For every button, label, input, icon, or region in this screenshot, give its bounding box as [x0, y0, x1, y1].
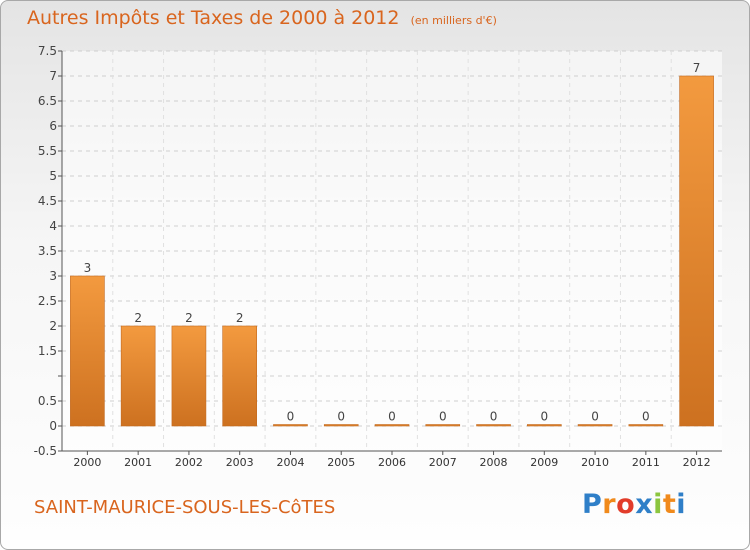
y-tick-label: 7 [49, 69, 57, 83]
bar-2009 [527, 424, 562, 427]
x-tick-label: 2000 [73, 456, 101, 469]
data-label-2003: 2 [236, 311, 244, 325]
bar-2002 [171, 325, 207, 427]
x-tick-label: 2012 [683, 456, 711, 469]
proxiti-logo: Proxiti [582, 489, 686, 520]
y-tick-label: 6 [49, 119, 57, 133]
data-label-2011: 0 [642, 410, 650, 424]
y-tick-label: 4 [49, 219, 57, 233]
commune-name: SAINT-MAURICE-SOUS-LES-CôTES [34, 497, 336, 518]
logo-letter: i [676, 489, 687, 520]
data-label-2007: 0 [439, 410, 447, 424]
bar-2011 [628, 424, 664, 427]
y-tick-label: 0 [49, 419, 57, 433]
bar-2004 [273, 424, 308, 427]
logo-letter: o [616, 489, 636, 520]
logo-letter: i [653, 489, 663, 520]
y-tick-label: 7.5 [38, 44, 57, 58]
bar-2005 [323, 424, 359, 427]
y-tick-label: 2.5 [38, 294, 57, 308]
data-label-2012: 7 [693, 61, 701, 75]
bar-2000 [70, 275, 105, 427]
logo-letter: P [582, 489, 603, 520]
chart-title: Autres Impôts et Taxes de 2000 à 2012 (e… [27, 7, 497, 29]
y-tick-label: 6.5 [38, 94, 57, 108]
data-label-2006: 0 [388, 410, 396, 424]
data-label-2000: 3 [84, 261, 92, 275]
y-tick-label: 2 [49, 319, 57, 333]
x-tick-label: 2009 [530, 456, 558, 469]
x-tick-label: 2010 [581, 456, 609, 469]
y-tick-label: 5 [49, 169, 57, 183]
y-tick-label: 1.5 [38, 344, 57, 358]
data-label-2008: 0 [490, 410, 498, 424]
data-label-2002: 2 [185, 311, 193, 325]
x-tick-label: 2001 [124, 456, 152, 469]
x-tick-label: 2006 [378, 456, 406, 469]
bar-2006 [374, 424, 410, 427]
y-tick-label: 0.5 [38, 394, 57, 408]
y-tick-label: 3 [49, 269, 57, 283]
bar-2007 [425, 424, 461, 427]
logo-letter: t [662, 489, 677, 520]
bar-2008 [476, 424, 511, 427]
x-tick-label: 2008 [480, 456, 508, 469]
x-tick-label: 2004 [276, 456, 304, 469]
bar-2012 [679, 75, 714, 427]
x-tick-label: 2011 [632, 456, 660, 469]
x-tick-label: 2002 [175, 456, 203, 469]
logo-letter: r [602, 489, 617, 520]
data-label-2010: 0 [591, 410, 599, 424]
bar-2001 [120, 325, 156, 427]
x-tick-label: 2005 [327, 456, 355, 469]
data-label-2009: 0 [540, 410, 548, 424]
y-tick-label: 3.5 [38, 244, 57, 258]
y-tick-label: 5.5 [38, 144, 57, 158]
x-tick-label: 2007 [429, 456, 457, 469]
y-tick-label: -0.5 [34, 444, 57, 458]
chart-unit-label: (en milliers d'€) [410, 14, 497, 27]
logo-letter: x [635, 489, 654, 520]
y-tick-label: 4.5 [38, 194, 57, 208]
data-label-2001: 2 [134, 311, 142, 325]
data-label-2005: 0 [337, 410, 345, 424]
x-tick-label: 2003 [226, 456, 254, 469]
data-label-2004: 0 [287, 410, 295, 424]
chart-title-text: Autres Impôts et Taxes de 2000 à 2012 [27, 7, 400, 29]
bar-2010 [577, 424, 613, 427]
bar-2003 [222, 325, 257, 427]
